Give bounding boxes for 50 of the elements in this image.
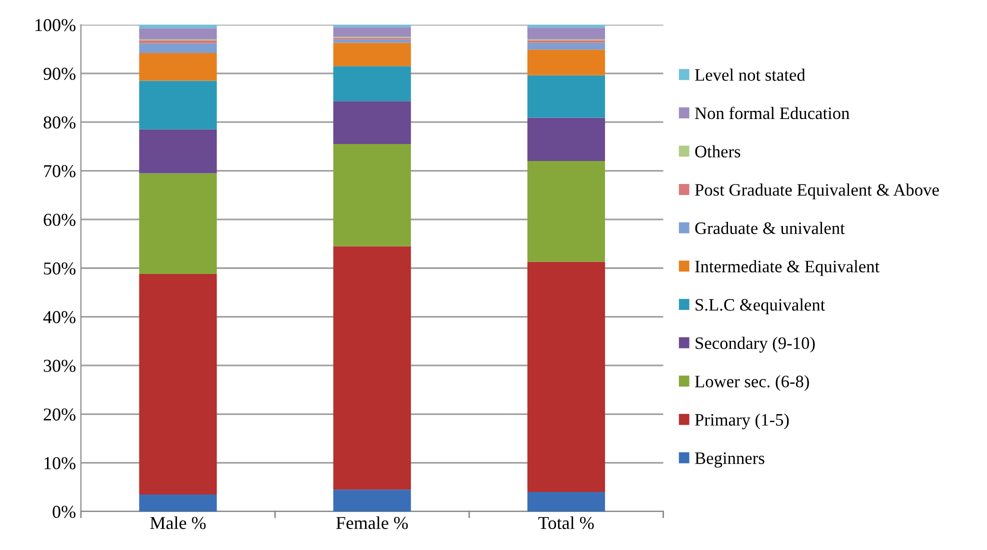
legend-label: Lower sec. (6-8) bbox=[695, 375, 809, 391]
bar bbox=[139, 494, 217, 512]
legend-label: Beginners bbox=[695, 452, 764, 468]
bar bbox=[527, 42, 606, 50]
legend-label: S.L.C &equivalent bbox=[696, 298, 826, 314]
y-tick-label: 90% bbox=[44, 68, 76, 80]
x-tick-label: Female % bbox=[336, 516, 408, 530]
legend-label: Intermediate & Equivalent bbox=[695, 260, 880, 276]
legend-label: Primary (1-5) bbox=[695, 413, 789, 430]
bar bbox=[139, 43, 217, 53]
legend-label: Secondary (9-10) bbox=[696, 336, 815, 353]
bar bbox=[333, 490, 411, 512]
bar bbox=[527, 28, 606, 40]
bar bbox=[527, 40, 606, 43]
bar bbox=[527, 492, 606, 512]
y-tick-label: 80% bbox=[44, 116, 76, 129]
x-tick-label: Male % bbox=[150, 516, 206, 530]
y-tick-label: 100% bbox=[36, 19, 76, 32]
bar bbox=[333, 42, 411, 66]
legend-label: Others bbox=[695, 145, 740, 158]
legend-label: Level not stated bbox=[695, 68, 806, 81]
bar bbox=[333, 101, 411, 144]
bar bbox=[527, 262, 606, 492]
bar bbox=[333, 39, 411, 43]
bar bbox=[139, 274, 217, 494]
bar bbox=[139, 28, 217, 40]
bar bbox=[527, 161, 606, 262]
bar bbox=[527, 75, 606, 118]
bar bbox=[139, 52, 217, 81]
y-tick-label: 70% bbox=[44, 165, 76, 178]
legend-label: Non formal Education bbox=[695, 106, 850, 120]
bar bbox=[333, 27, 411, 37]
y-tick-label: 40% bbox=[43, 311, 76, 324]
legend-label: Graduate & univalent bbox=[695, 222, 845, 234]
bar bbox=[527, 118, 606, 162]
bar bbox=[527, 50, 606, 76]
bar bbox=[139, 173, 217, 274]
bar bbox=[333, 144, 411, 246]
bar bbox=[139, 129, 217, 174]
bar bbox=[333, 66, 411, 102]
bar bbox=[139, 80, 217, 130]
y-tick-label: 10% bbox=[44, 457, 76, 470]
legend-label: Post Graduate Equivalent & Above bbox=[695, 184, 939, 200]
y-tick-label: 20% bbox=[44, 408, 76, 421]
bar bbox=[333, 246, 411, 490]
y-tick-label: 50% bbox=[44, 262, 76, 275]
x-tick-label: Total % bbox=[538, 516, 594, 530]
y-tick-label: 30% bbox=[44, 360, 76, 372]
y-tick-label: 0% bbox=[52, 506, 76, 518]
y-tick-label: 60% bbox=[44, 214, 76, 226]
